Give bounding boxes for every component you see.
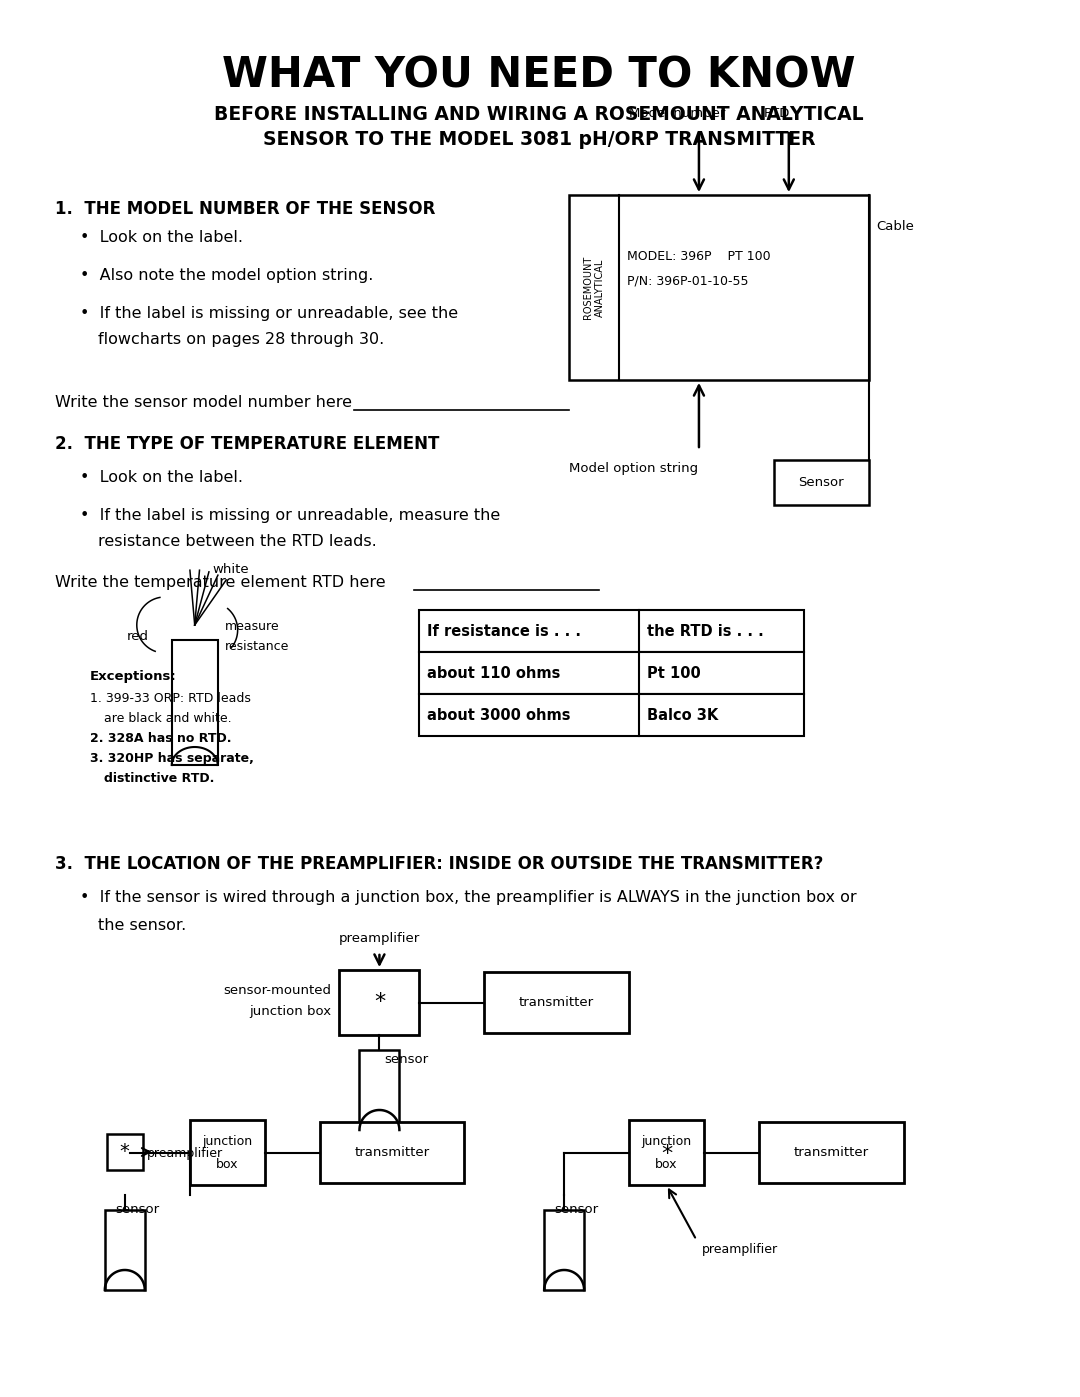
Text: *: * <box>374 992 386 1013</box>
Text: transmitter: transmitter <box>354 1146 430 1160</box>
Text: about 3000 ohms: about 3000 ohms <box>428 707 571 722</box>
Text: *: * <box>120 1143 130 1161</box>
Bar <box>107 1134 143 1171</box>
Text: sensor-mounted: sensor-mounted <box>224 983 332 996</box>
Text: 2.  THE TYPE OF TEMPERATURE ELEMENT: 2. THE TYPE OF TEMPERATURE ELEMENT <box>55 434 440 453</box>
Text: preamplifier: preamplifier <box>339 932 420 944</box>
Bar <box>544 1210 584 1289</box>
Text: sensor: sensor <box>554 1203 598 1215</box>
Bar <box>190 1120 265 1185</box>
Text: 3. 320HP has separate,: 3. 320HP has separate, <box>90 752 254 766</box>
Text: box: box <box>216 1158 239 1171</box>
Text: •  If the label is missing or unreadable, measure the: • If the label is missing or unreadable,… <box>80 509 500 522</box>
Text: If resistance is . . .: If resistance is . . . <box>428 623 581 638</box>
Text: resistance: resistance <box>225 640 289 652</box>
Text: transmitter: transmitter <box>519 996 594 1009</box>
Text: Write the sensor model number here: Write the sensor model number here <box>55 395 352 409</box>
Text: Exceptions:: Exceptions: <box>90 671 177 683</box>
Text: resistance between the RTD leads.: resistance between the RTD leads. <box>98 534 377 549</box>
Text: preamplifier: preamplifier <box>147 1147 222 1160</box>
Text: Balco 3K: Balco 3K <box>647 707 718 722</box>
Bar <box>172 640 218 766</box>
Text: P/N: 396P-01-10-55: P/N: 396P-01-10-55 <box>627 275 748 288</box>
Text: Cable: Cable <box>877 219 915 233</box>
Bar <box>419 610 804 652</box>
Text: •  If the sensor is wired through a junction box, the preamplifier is ALWAYS in : • If the sensor is wired through a junct… <box>80 890 856 905</box>
Text: the RTD is . . .: the RTD is . . . <box>647 623 764 638</box>
Text: flowcharts on pages 28 through 30.: flowcharts on pages 28 through 30. <box>98 332 384 346</box>
Text: junction box: junction box <box>249 1006 332 1018</box>
Text: sensor: sensor <box>384 1053 429 1066</box>
Text: white: white <box>213 563 249 576</box>
Text: are black and white.: are black and white. <box>104 712 231 725</box>
Text: *: * <box>661 1144 672 1165</box>
Bar <box>419 652 804 694</box>
Text: measure: measure <box>225 620 280 633</box>
Text: sensor: sensor <box>114 1203 159 1215</box>
Text: ROSEMOUNT
ANALYTICAL: ROSEMOUNT ANALYTICAL <box>583 256 605 319</box>
Bar <box>339 970 419 1035</box>
Text: box: box <box>656 1158 678 1171</box>
Bar <box>759 1122 904 1183</box>
Text: •  Look on the label.: • Look on the label. <box>80 231 243 244</box>
Text: 1. 399-33 ORP: RTD leads: 1. 399-33 ORP: RTD leads <box>90 692 251 705</box>
Text: Write the temperature element RTD here: Write the temperature element RTD here <box>55 576 386 590</box>
Text: BEFORE INSTALLING AND WIRING A ROSEMOUNT ANALYTICAL: BEFORE INSTALLING AND WIRING A ROSEMOUNT… <box>214 105 864 124</box>
Text: distinctive RTD.: distinctive RTD. <box>104 773 214 785</box>
Text: 1.  THE MODEL NUMBER OF THE SENSOR: 1. THE MODEL NUMBER OF THE SENSOR <box>55 200 435 218</box>
Bar <box>360 1051 400 1130</box>
Text: RTD: RTD <box>764 108 791 120</box>
Bar <box>484 972 629 1032</box>
Text: •  Look on the label.: • Look on the label. <box>80 469 243 485</box>
Text: the sensor.: the sensor. <box>98 918 186 933</box>
Bar <box>629 1120 704 1185</box>
Text: Sensor: Sensor <box>798 476 845 489</box>
Text: about 110 ohms: about 110 ohms <box>428 665 561 680</box>
Text: junction: junction <box>642 1136 691 1148</box>
Text: •  Also note the model option string.: • Also note the model option string. <box>80 268 374 284</box>
Bar <box>569 196 868 380</box>
Text: transmitter: transmitter <box>794 1146 868 1160</box>
Text: 3.  THE LOCATION OF THE PREAMPLIFIER: INSIDE OR OUTSIDE THE TRANSMITTER?: 3. THE LOCATION OF THE PREAMPLIFIER: INS… <box>55 855 823 873</box>
Text: MODEL: 396P    PT 100: MODEL: 396P PT 100 <box>627 250 771 263</box>
Text: red: red <box>126 630 149 644</box>
Text: Model option string: Model option string <box>569 462 699 475</box>
Text: Pt 100: Pt 100 <box>647 665 701 680</box>
Bar <box>774 460 868 504</box>
Text: junction: junction <box>202 1136 253 1148</box>
Bar <box>105 1210 145 1289</box>
Text: •  If the label is missing or unreadable, see the: • If the label is missing or unreadable,… <box>80 306 458 321</box>
Bar <box>419 694 804 736</box>
Bar <box>320 1122 464 1183</box>
Text: SENSOR TO THE MODEL 3081 pH/ORP TRANSMITTER: SENSOR TO THE MODEL 3081 pH/ORP TRANSMIT… <box>262 130 815 149</box>
Text: Model number: Model number <box>629 108 726 120</box>
Text: WHAT YOU NEED TO KNOW: WHAT YOU NEED TO KNOW <box>222 54 856 96</box>
Text: 2. 328A has no RTD.: 2. 328A has no RTD. <box>90 732 231 745</box>
Text: preamplifier: preamplifier <box>701 1243 778 1256</box>
